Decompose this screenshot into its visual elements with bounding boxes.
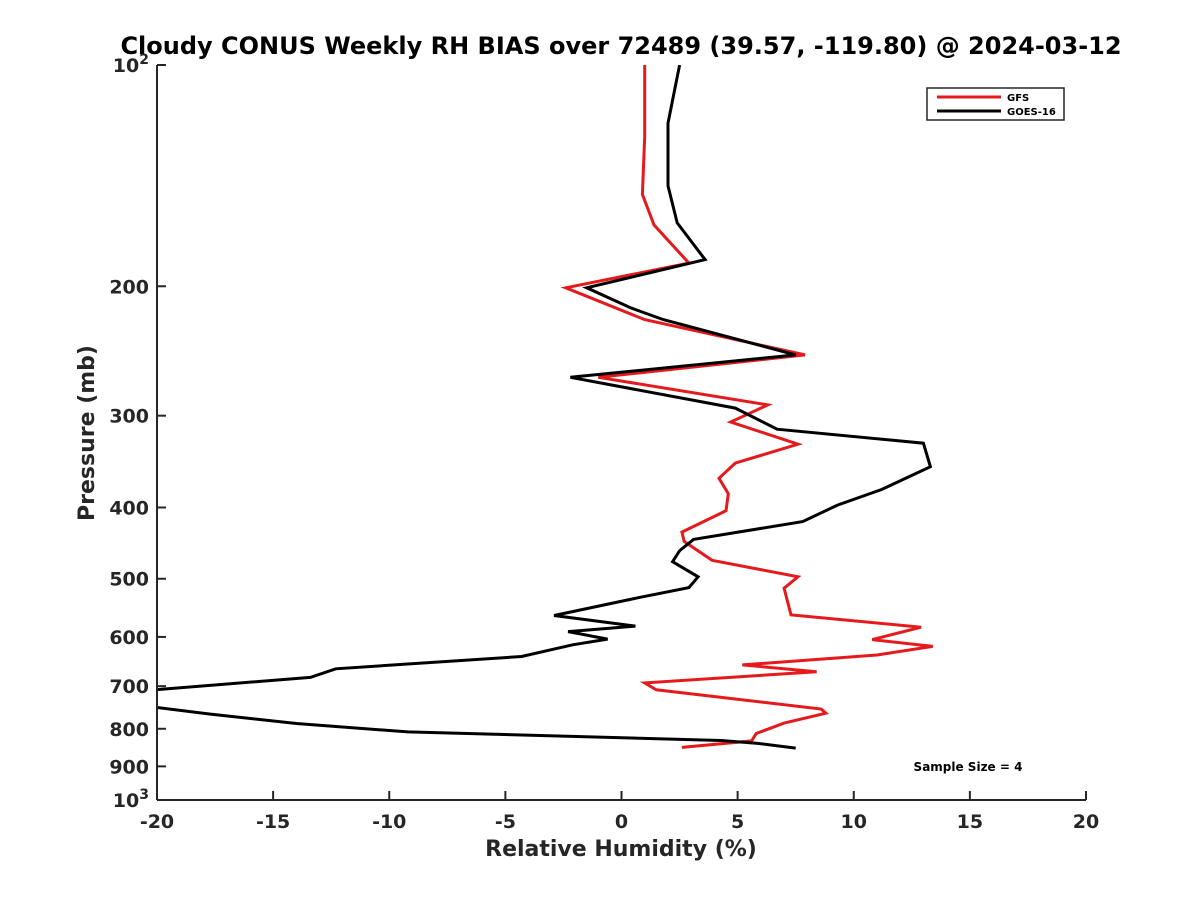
y-tick-label: 700: [109, 676, 149, 698]
plot-area: [157, 65, 933, 750]
x-tick-label: 15: [957, 811, 983, 833]
legend: GFS GOES-16: [926, 87, 1065, 121]
sample-size-annotation: Sample Size = 4: [914, 760, 1023, 774]
y-tick-label: 400: [109, 498, 149, 520]
legend-box: [926, 87, 1065, 121]
x-tick-label: 0: [615, 811, 628, 833]
x-axis-label: Relative Humidity (%): [485, 837, 757, 862]
x-tick-label: 10: [841, 811, 867, 833]
axes: -20 -15 -10 -5 0 5 10 15 20 102 200 300 400 500 600 700…: [109, 52, 1099, 833]
y-tick-label: 900: [109, 756, 149, 778]
x-tick-label: -5: [495, 811, 516, 833]
series-line-goes-16: [157, 65, 933, 750]
y-tick-label: 300: [109, 406, 149, 428]
series-line-gfs: [560, 65, 933, 749]
y-tick-label: 500: [109, 569, 149, 591]
chart-title: Cloudy CONUS Weekly RH BIAS over 72489 (…: [120, 32, 1121, 60]
legend-label: GFS: [1007, 93, 1029, 104]
x-tick-label: 20: [1073, 811, 1099, 833]
y-tick-label: 200: [109, 276, 149, 298]
x-tick-label: -20: [140, 811, 174, 833]
legend-label: GOES-16: [1007, 107, 1056, 118]
x-tick-label: -10: [372, 811, 406, 833]
x-tick-label: 5: [731, 811, 744, 833]
y-axis-label: Pressure (mb): [75, 345, 100, 521]
y-tick-label: 600: [109, 627, 149, 649]
x-tick-label: -15: [256, 811, 290, 833]
y-tick-label: 103: [113, 787, 149, 812]
y-tick-label: 102: [113, 52, 149, 77]
y-tick-label: 800: [109, 719, 149, 741]
